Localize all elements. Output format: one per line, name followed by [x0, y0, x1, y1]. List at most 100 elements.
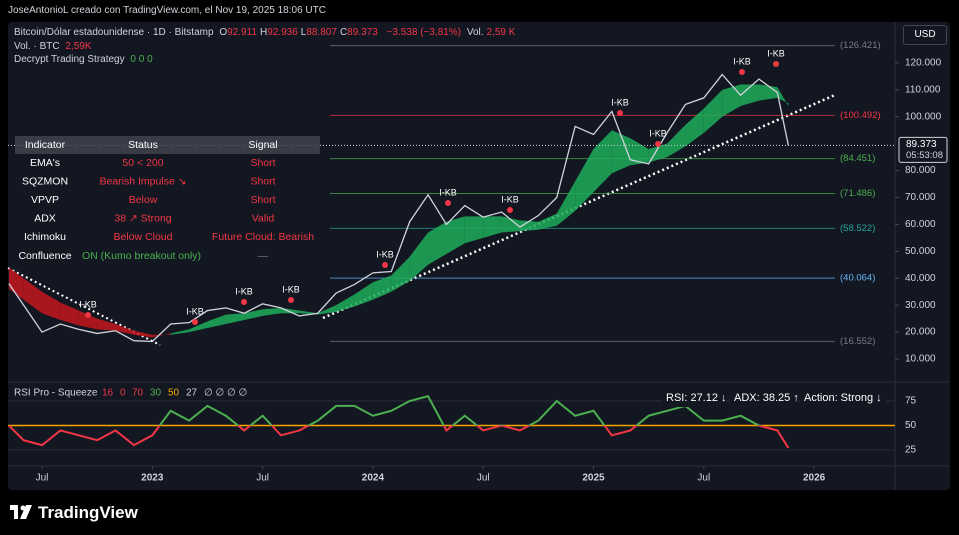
table-row-bg	[15, 247, 320, 266]
rsi-param: ∅ ∅ ∅ ∅	[204, 388, 247, 399]
fib-label: (84.451)	[840, 153, 875, 164]
rsi-tick-label: 50	[905, 420, 917, 431]
strategy-name: Decrypt Trading Strategy	[14, 54, 125, 65]
table-cell: Confluence	[18, 250, 71, 262]
x-tick-label: 2026	[803, 473, 826, 484]
change: −3.538 (−3,81%)	[386, 27, 462, 38]
x-tick-label: Jul	[697, 473, 710, 484]
cloud-segment	[428, 221, 447, 265]
rsi-param: 30	[150, 388, 162, 399]
cloud-segment	[758, 84, 778, 101]
ohlc-value: 88.807	[306, 27, 337, 38]
volume-value: 2,59K	[65, 41, 92, 52]
rsi-param: 27	[186, 388, 198, 399]
cloud-segment	[189, 321, 208, 333]
strategy-values: 0 0 0	[130, 54, 153, 65]
readout: ADX: 38.25 ↑	[734, 392, 799, 404]
y-tick-label: 20.000	[905, 327, 936, 338]
cloud-segment	[78, 310, 98, 330]
cloud-segment	[464, 216, 484, 244]
cloud-segment	[133, 330, 153, 338]
cloud-segment	[207, 314, 226, 329]
table-header: Indicator	[25, 139, 66, 151]
cloud-segment	[703, 89, 723, 133]
ohlc-key: O	[219, 27, 228, 38]
signal-label: I-KB	[501, 194, 519, 204]
fib-label: (100.492)	[840, 110, 881, 121]
cloud-segment	[244, 309, 263, 320]
y-tick-label: 10.000	[905, 354, 936, 365]
signal-label: I-KB	[439, 187, 457, 197]
signal-label: I-KB	[79, 299, 97, 309]
table-cell: Short	[250, 175, 275, 187]
signal-dot	[507, 207, 513, 213]
ohlc-key: C	[339, 27, 348, 38]
cloud-segment	[262, 307, 281, 316]
currency-button[interactable]: USD	[903, 25, 947, 45]
cloud-segment	[611, 130, 631, 174]
vol-value: 2,59 K	[486, 27, 516, 38]
logo-icon	[10, 505, 32, 519]
signal-dot	[445, 200, 451, 206]
table-cell: ADX	[34, 213, 56, 225]
signal-label: I-KB	[235, 286, 253, 296]
cloud-segment	[722, 84, 741, 117]
vol-key: Vol.	[466, 27, 484, 38]
volume-label: Vol. · BTC	[14, 41, 60, 52]
y-tick-label: 60.000	[905, 219, 936, 230]
readout: RSI: 27.12 ↓	[666, 392, 727, 404]
last-price-box	[898, 136, 948, 163]
fib-label: (16.552)	[840, 336, 875, 347]
table-cell: SQZMON	[22, 175, 68, 187]
ohlc-key: L	[300, 27, 307, 38]
cloud-segment	[538, 213, 557, 230]
cloud-segment	[556, 181, 576, 226]
readout-box	[730, 389, 798, 407]
cloud-segment	[152, 333, 171, 338]
cloud-segment	[23, 278, 43, 314]
table-cell: Below Cloud	[114, 231, 173, 243]
cloud-segment	[336, 294, 355, 312]
y-tick-label: 40.000	[905, 273, 936, 284]
table-cell: ON (Kumo breakout only)	[82, 250, 201, 262]
y-tick-label: 30.000	[905, 300, 936, 311]
cloud-segment	[648, 143, 668, 163]
signal-dot	[288, 297, 294, 303]
ohlc-value: 92.911	[227, 27, 257, 38]
symbol: Bitcoin/Dólar estadounidense · 1D · Bits…	[14, 27, 214, 38]
table-row-bg	[15, 191, 320, 210]
table-row-bg	[15, 172, 320, 192]
y-tick-label: 80.000	[905, 165, 936, 176]
countdown: 05:53:08	[906, 150, 943, 161]
rsi-tick-label: 25	[905, 445, 917, 456]
cloud-segment	[519, 220, 539, 232]
readout: Action: Strong ↓	[804, 392, 882, 404]
cloud-segment	[317, 305, 337, 315]
signal-dot	[192, 319, 198, 325]
cloud-segment	[8, 267, 24, 300]
signal-dot	[739, 69, 745, 75]
signal-dot	[382, 262, 388, 268]
signal-label: I-KB	[649, 128, 667, 138]
cloud-segment	[409, 232, 429, 281]
fib-label: (126.421)	[840, 40, 881, 51]
signal-dot	[773, 61, 779, 67]
table-row-bg	[15, 228, 320, 247]
cloud-segment	[97, 318, 116, 331]
cloud-segment	[483, 216, 502, 238]
cloud-segment	[372, 275, 392, 300]
ohlc-key: H	[259, 27, 268, 38]
fib-label: (40.064)	[840, 273, 875, 284]
volume-legend: Vol. · BTC 2,59K	[14, 41, 95, 52]
x-tick-label: Jul	[256, 473, 269, 484]
y-tick-label: 110.000	[905, 84, 941, 95]
x-tick-label: 2023	[141, 473, 164, 484]
table-cell: Below	[129, 194, 158, 206]
rsi-tick-label: 75	[905, 396, 917, 407]
rsi-param: 50	[168, 388, 180, 399]
cloud-segment	[667, 124, 686, 158]
fib-label: (71.486)	[840, 188, 875, 199]
table-header: Signal	[248, 139, 277, 151]
